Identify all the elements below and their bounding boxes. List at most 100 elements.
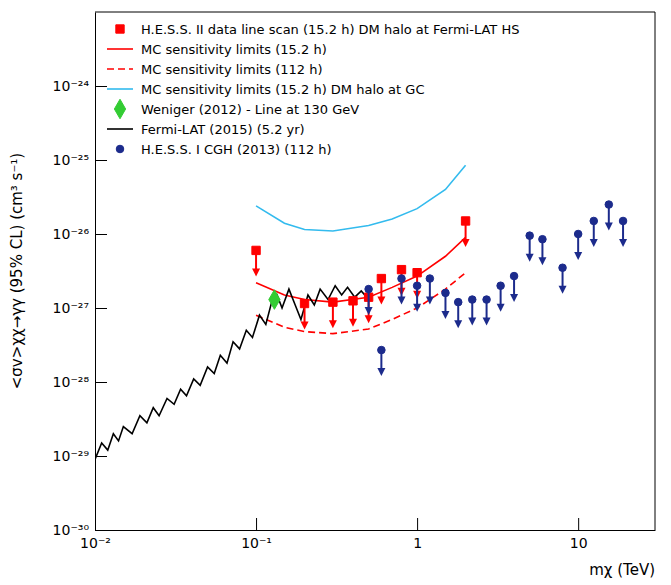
upper-limit-arrow-head xyxy=(483,318,491,326)
data-point xyxy=(461,217,469,225)
y-tick: 10⁻²⁷ xyxy=(53,300,107,316)
upper-limit-arrow-head xyxy=(349,319,357,327)
y-tick: 10⁻²⁶ xyxy=(53,226,107,242)
y-tick-mark xyxy=(95,308,107,309)
upper-limit-arrow-head xyxy=(441,311,449,319)
upper-limit-arrow-head xyxy=(574,252,582,260)
y-tick-mark xyxy=(95,160,107,161)
upper-limit-arrow-head xyxy=(510,294,518,302)
data-point xyxy=(365,285,373,293)
plot-marks xyxy=(95,165,627,459)
data-point xyxy=(590,217,598,225)
legend-entry: H.E.S.S. II data line scan (15.2 h) DM h… xyxy=(116,22,520,37)
x-tick-mark xyxy=(578,518,579,530)
upper-limit-arrow-head xyxy=(468,318,476,326)
legend-label: Weniger (2012) - Line at 130 GeV xyxy=(141,102,359,117)
chart-container: 10⁻²10⁻¹11010⁻³⁰10⁻²⁹10⁻²⁸10⁻²⁷10⁻²⁶10⁻²… xyxy=(0,0,671,585)
upper-limit-arrow-head xyxy=(619,239,627,247)
data-point xyxy=(377,274,385,282)
upper-limit-arrow-head xyxy=(377,297,385,305)
legend-label: Fermi-LAT (2015) (5.2 yr) xyxy=(141,122,305,137)
data-point xyxy=(574,230,582,238)
legend-symbol xyxy=(114,99,125,119)
data-point xyxy=(329,298,337,306)
data-point xyxy=(413,269,421,277)
legend-entry: MC sensitivity limits (15.2 h) DM halo a… xyxy=(107,82,424,97)
series-line xyxy=(95,286,369,460)
series-line xyxy=(256,165,466,231)
y-tick-mark xyxy=(95,86,107,87)
upper-limit-arrow-head xyxy=(526,254,534,262)
upper-limit-arrow-head xyxy=(413,304,421,312)
x-tick-label: 10⁻¹ xyxy=(241,535,272,551)
upper-limit-arrow-head xyxy=(301,322,309,330)
legend-label: MC sensitivity limits (15.2 h) xyxy=(141,42,327,57)
upper-limit-arrow-head xyxy=(590,239,598,247)
y-tick-label: 10⁻³⁰ xyxy=(53,522,90,538)
data-point xyxy=(619,217,627,225)
legend-symbol xyxy=(107,48,133,50)
y-tick: 10⁻³⁰ xyxy=(53,522,107,538)
x-axis: 10⁻²10⁻¹110 xyxy=(80,518,655,551)
y-tick: 10⁻²⁴ xyxy=(53,78,107,94)
data-point xyxy=(497,282,505,290)
y-axis: 10⁻³⁰ 10⁻²⁹ 10⁻²⁸ 10⁻²⁷ 10⁻²⁶ 10⁻²⁵ 10⁻²⁴ xyxy=(53,13,107,538)
plot-background xyxy=(95,12,655,530)
upper-limit-arrow-head xyxy=(397,297,405,305)
legend-entry: MC sensitivity limits (112 h) xyxy=(107,62,323,77)
y-tick: 10⁻²⁸ xyxy=(53,374,107,390)
upper-limit-arrow-head xyxy=(454,320,462,328)
data-point xyxy=(559,264,567,272)
data-point xyxy=(539,235,547,243)
y-tick-mark xyxy=(95,456,107,457)
x-tick-mark xyxy=(256,518,257,530)
x-tick: 10⁻¹ xyxy=(241,518,272,551)
y-tick-label: 10⁻²⁶ xyxy=(53,226,90,242)
data-point xyxy=(483,296,491,304)
upper-limit-arrow-head xyxy=(252,268,260,276)
y-tick: 10⁻²⁵ xyxy=(53,152,107,168)
legend-entry: Weniger (2012) - Line at 130 GeV xyxy=(114,99,359,119)
data-point xyxy=(269,290,280,310)
legend-symbol xyxy=(107,88,133,90)
chart-svg: 10⁻²10⁻¹11010⁻³⁰10⁻²⁹10⁻²⁸10⁻²⁷10⁻²⁶10⁻²… xyxy=(0,0,671,585)
y-tick-label: 10⁻²⁷ xyxy=(53,300,89,316)
legend-symbol xyxy=(107,68,133,70)
data-point xyxy=(605,201,613,209)
series-line xyxy=(256,273,466,334)
legend-entry: H.E.S.S. I CGH (2013) (112 h) xyxy=(116,142,331,157)
y-axis-title: <σv>χχ→γγ (95% CL) (cm³ s⁻¹) xyxy=(8,153,26,389)
legend-symbol xyxy=(116,145,124,153)
legend-label: MC sensitivity limits (15.2 h) DM halo a… xyxy=(141,82,424,97)
upper-limit-arrow-head xyxy=(329,320,337,328)
data-point xyxy=(510,272,518,280)
y-tick-label: 10⁻²⁴ xyxy=(53,78,90,94)
x-tick-label: 1 xyxy=(413,535,422,551)
x-tick: 10 xyxy=(570,518,588,551)
upper-limit-arrow-head xyxy=(365,315,373,323)
x-tick-label: 10 xyxy=(570,535,588,551)
legend-entry: MC sensitivity limits (15.2 h) xyxy=(107,42,327,57)
y-axis-line xyxy=(95,13,96,531)
y-tick: 10⁻²⁹ xyxy=(53,448,107,464)
upper-limit-arrow-head xyxy=(497,304,505,312)
y-tick-mark xyxy=(95,530,107,531)
legend-label: H.E.S.S. II data line scan (15.2 h) DM h… xyxy=(141,22,519,37)
data-point xyxy=(442,289,450,297)
y-tick-label: 10⁻²⁹ xyxy=(53,448,90,464)
upper-limit-arrow-head xyxy=(559,286,567,294)
y-tick-label: 10⁻²⁵ xyxy=(53,152,89,168)
data-point xyxy=(526,232,534,240)
x-axis-line xyxy=(96,530,656,531)
legend-label: MC sensitivity limits (112 h) xyxy=(141,62,323,77)
y-tick-mark xyxy=(95,382,107,383)
data-point xyxy=(378,346,386,354)
y-tick-label: 10⁻²⁸ xyxy=(53,374,90,390)
data-point xyxy=(397,265,405,273)
upper-limit-arrow-head xyxy=(605,223,613,231)
legend: H.E.S.S. II data line scan (15.2 h) DM h… xyxy=(107,22,519,157)
x-tick: 1 xyxy=(413,518,422,551)
upper-limit-arrow-head xyxy=(538,257,546,265)
upper-limit-arrow-head xyxy=(377,368,385,376)
data-point xyxy=(252,246,260,254)
